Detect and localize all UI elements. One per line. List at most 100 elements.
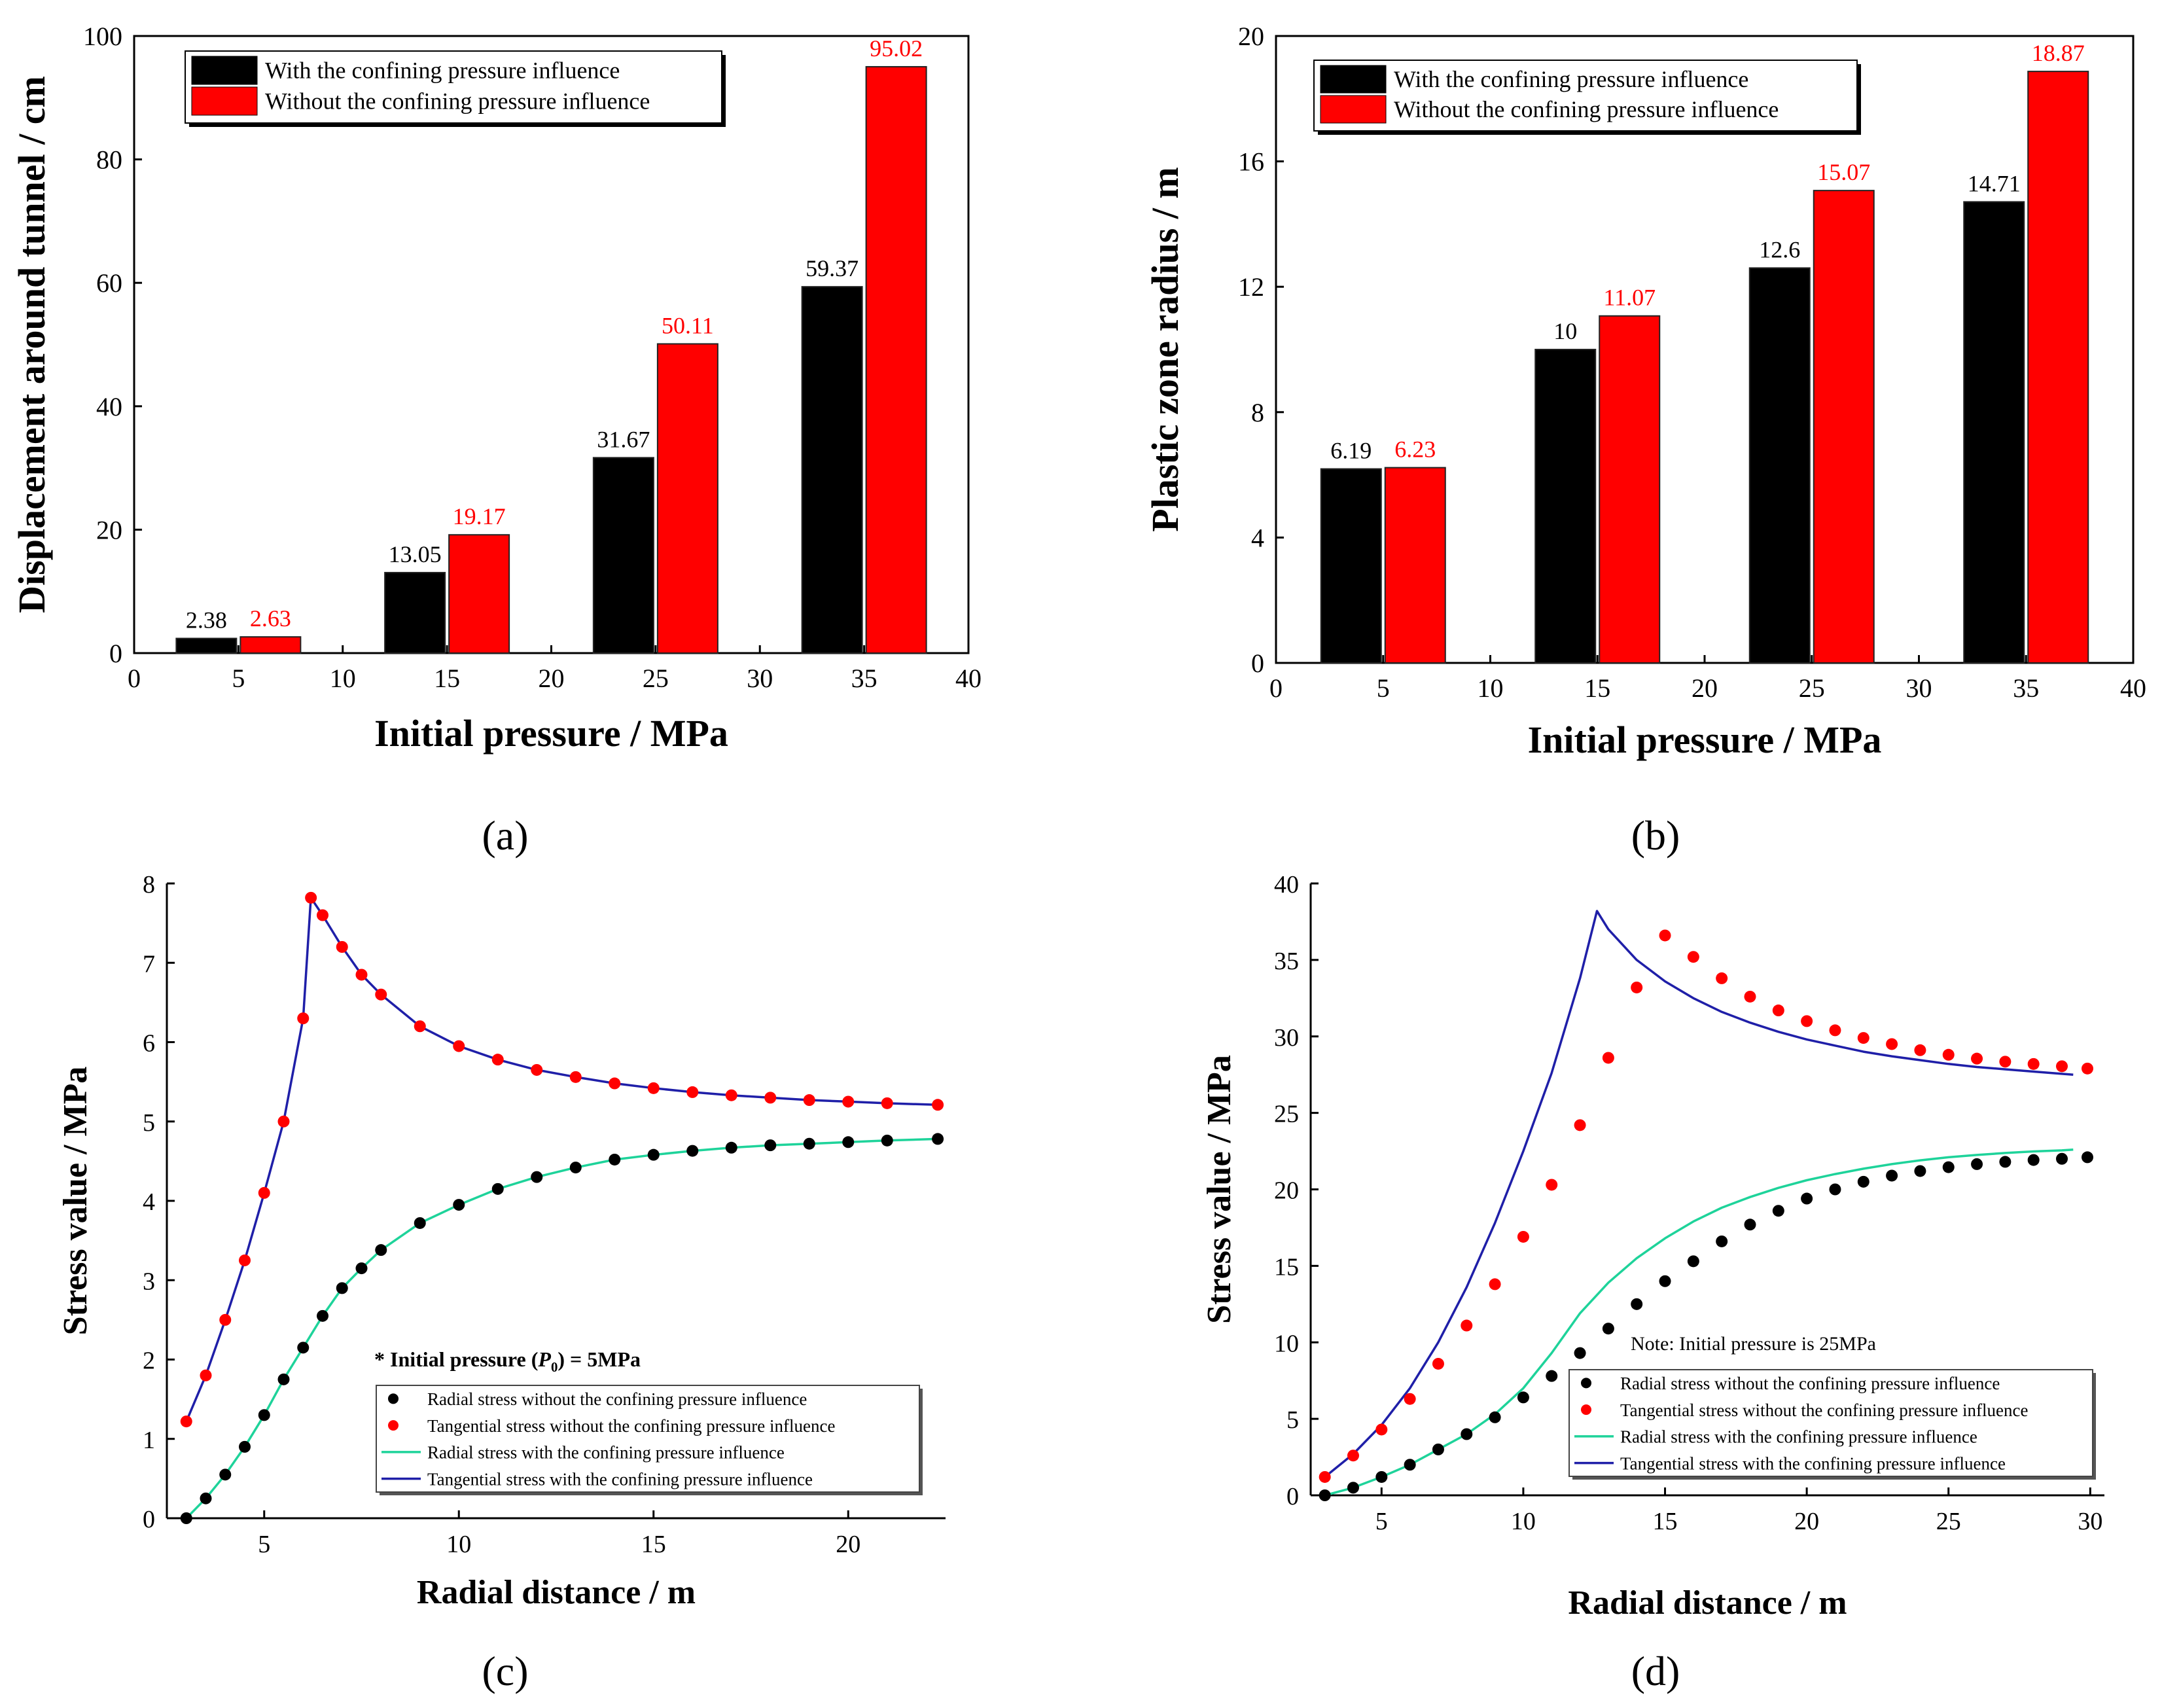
y-tick-label: 16 (1238, 147, 1264, 177)
x-tick-label: 25 (643, 664, 669, 693)
legend-entry: With the confining pressure influence (265, 58, 620, 84)
y-axis-label: Stress value / MPa (1201, 1055, 1238, 1324)
x-tick-label: 40 (955, 664, 982, 693)
panel-label: (c) (482, 1648, 528, 1694)
x-tick-label: 25 (1799, 673, 1825, 703)
x-tick-label: 5 (1377, 673, 1390, 703)
bar (592, 457, 654, 654)
legend-entry: Without the confining pressure influence (265, 88, 650, 115)
data-point (1659, 929, 1671, 942)
legend-swatch (191, 56, 258, 85)
chart-panel-a: 2.38 2.63 13.05 19.17 31.67 50.11 59.37 95.02 0 5… (10, 22, 982, 859)
data-point (219, 1468, 232, 1481)
data-point (1942, 1048, 1955, 1061)
data-point (932, 1099, 944, 1111)
y-tick-label: 25 (1274, 1101, 1299, 1128)
data-point (1716, 1235, 1728, 1247)
x-tick-label: 30 (2078, 1508, 2102, 1535)
data-point (1971, 1052, 1983, 1065)
panel-label: (b) (1631, 812, 1680, 859)
data-point (647, 1148, 660, 1161)
legend-entry: With the confining pressure influence (1394, 66, 1748, 92)
x-tick-label: 10 (446, 1531, 471, 1558)
data-point (2027, 1154, 2040, 1166)
series-line (1324, 910, 2074, 1478)
data-point (1942, 1161, 1955, 1173)
data-point (1375, 1470, 1388, 1483)
data-point (180, 1512, 192, 1524)
data-point (1347, 1450, 1359, 1462)
legend-entry: Tangential stress without the confining … (1620, 1400, 2028, 1420)
data-point (1886, 1169, 1898, 1182)
bar (1534, 349, 1597, 664)
x-tick-label: 15 (1653, 1508, 1678, 1535)
data-point (1517, 1391, 1529, 1404)
y-tick-label: 5 (1286, 1406, 1299, 1434)
bar-data-label: 2.63 (250, 605, 291, 632)
y-tick-label: 8 (143, 871, 155, 898)
legend-marker (388, 1393, 399, 1404)
legend-entry: Without the confining pressure influence (1394, 96, 1779, 122)
data-point (2056, 1060, 2068, 1073)
data-point (414, 1217, 426, 1229)
bar-data-label: 10 (1553, 318, 1577, 344)
data-point (1744, 1219, 1756, 1231)
data-point (725, 1141, 737, 1154)
y-tick-label: 15 (1274, 1253, 1299, 1281)
x-axis-label: Initial pressure / MPa (374, 712, 728, 755)
data-point (317, 909, 328, 921)
y-tick-label: 20 (1238, 22, 1264, 51)
data-point (1857, 1175, 1870, 1188)
data-point (414, 1020, 426, 1033)
data-point (842, 1136, 855, 1148)
data-point (2082, 1062, 2094, 1075)
data-point (305, 891, 317, 904)
y-tick-label: 20 (96, 515, 122, 544)
data-point (686, 1086, 699, 1098)
bar (801, 286, 863, 654)
legend-box (376, 1385, 920, 1493)
data-point (1546, 1179, 1558, 1191)
data-point (1631, 1298, 1643, 1310)
legend-box (1313, 60, 1858, 132)
data-point (355, 1262, 368, 1275)
data-point (200, 1492, 212, 1504)
bar-data-label: 14.71 (1968, 170, 2021, 196)
y-axis-label: Stress value / MPa (57, 1067, 94, 1336)
data-point (355, 969, 368, 981)
data-point (1801, 1015, 1813, 1027)
data-point (609, 1077, 621, 1090)
data-point (1744, 990, 1756, 1003)
data-point (803, 1137, 815, 1150)
data-point (609, 1153, 621, 1165)
y-tick-label: 3 (143, 1268, 155, 1295)
data-point (725, 1089, 737, 1101)
legend-entry: Radial stress with the confining pressur… (427, 1443, 785, 1463)
legend-entry: Radial stress without the confining pres… (427, 1389, 807, 1409)
data-point (1829, 1183, 1841, 1196)
x-tick-label: 40 (2120, 673, 2146, 703)
bar (1599, 315, 1661, 664)
data-point (803, 1094, 815, 1107)
y-tick-label: 4 (143, 1188, 155, 1216)
data-point (842, 1095, 855, 1108)
data-point (1432, 1357, 1444, 1370)
bar (1384, 467, 1446, 664)
data-point (1461, 1428, 1473, 1440)
y-tick-label: 12 (1238, 272, 1264, 302)
data-point (491, 1183, 504, 1195)
data-point (258, 1409, 270, 1421)
x-tick-label: 20 (1692, 673, 1718, 703)
series-line (185, 897, 938, 1422)
legend-marker (1581, 1378, 1591, 1389)
data-point (1687, 951, 1699, 963)
y-tick-label: 1 (143, 1427, 155, 1454)
data-point (1999, 1156, 2011, 1168)
bar (384, 571, 446, 654)
data-point (647, 1082, 660, 1094)
bar (1963, 201, 2025, 664)
data-point (336, 1282, 348, 1294)
bar (865, 65, 927, 654)
x-tick-label: 5 (232, 664, 245, 693)
data-point (1489, 1278, 1501, 1290)
